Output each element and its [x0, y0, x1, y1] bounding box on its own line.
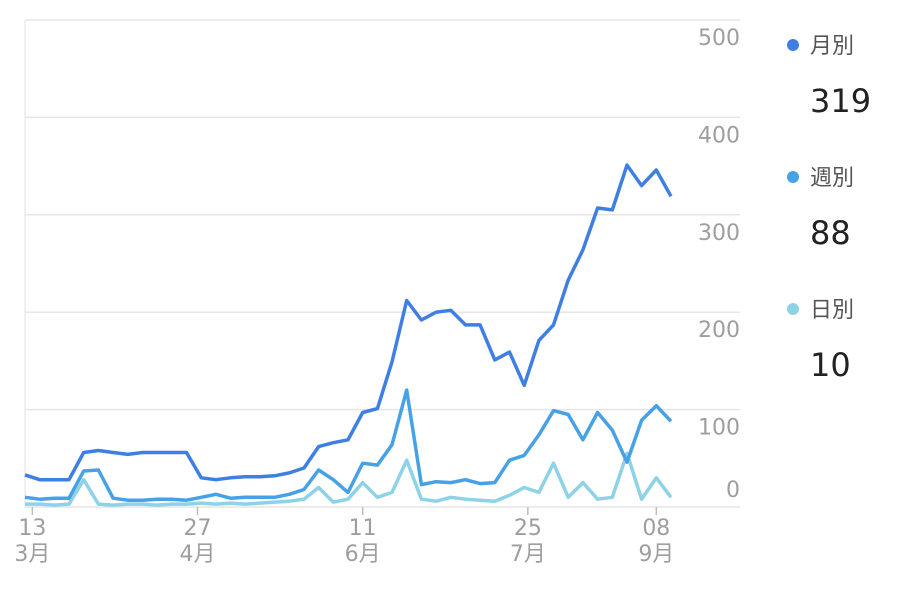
legend-dot: [787, 303, 799, 315]
x-tick-label: 08: [642, 516, 670, 541]
series-line: [25, 451, 673, 507]
series-line: [24, 388, 673, 502]
x-tick-label: 25: [514, 516, 542, 541]
x-tick-sublabel: 3月: [14, 542, 50, 567]
legend-name: 週別: [810, 166, 854, 191]
x-tick-sublabel: 6月: [345, 542, 381, 567]
legend-name: 月別: [810, 34, 854, 59]
x-tick-label: 13: [18, 516, 46, 541]
y-tick-label: 200: [698, 318, 740, 343]
legend-value: 319: [810, 82, 871, 120]
legend-value: 10: [810, 346, 851, 384]
x-tick-sublabel: 7月: [510, 542, 546, 567]
legend-dot: [787, 39, 799, 51]
x-tick-sublabel: 4月: [180, 542, 216, 567]
x-tick-sublabel: 9月: [638, 542, 674, 567]
y-tick-label: 100: [698, 416, 740, 441]
legend-value: 88: [810, 214, 851, 252]
series-line: [24, 163, 673, 482]
legend-dot: [787, 171, 799, 183]
y-tick-label: 400: [698, 123, 740, 148]
x-tick-label: 27: [184, 516, 212, 541]
x-tick-label: 11: [349, 516, 377, 541]
y-tick-label: 0: [726, 478, 740, 503]
y-tick-label: 300: [698, 221, 740, 246]
legend-name: 日別: [810, 298, 854, 323]
y-tick-label: 500: [698, 26, 740, 51]
